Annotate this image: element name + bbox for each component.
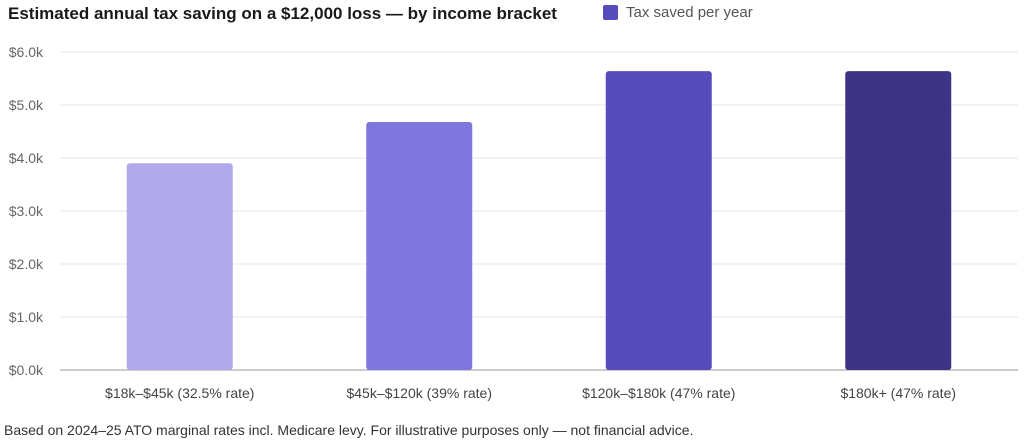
bar [126, 163, 233, 370]
x-tick-label: $120k–$180k (47% rate) [582, 385, 735, 401]
x-tick-label: $180k+ (47% rate) [840, 385, 956, 401]
chart-legend: Tax saved per year [603, 4, 753, 21]
bar [605, 71, 712, 370]
chart-title: Estimated annual tax saving on a $12,000… [8, 4, 557, 23]
y-tick-label: $3.0k [9, 203, 44, 219]
y-tick-label: $0.0k [9, 362, 44, 378]
y-tick-label: $4.0k [9, 150, 44, 166]
bar [845, 71, 952, 370]
x-tick-label: $18k–$45k (32.5% rate) [105, 385, 254, 401]
legend-swatch [603, 5, 618, 20]
y-tick-label: $5.0k [9, 97, 44, 113]
y-tick-label: $2.0k [9, 256, 44, 272]
chart-footnote: Based on 2024–25 ATO marginal rates incl… [4, 422, 694, 438]
y-tick-label: $6.0k [9, 44, 44, 60]
y-tick-label: $1.0k [9, 309, 44, 325]
legend-label: Tax saved per year [626, 4, 753, 21]
bar-chart: $0.0k $1.0k $2.0k $3.0k $4.0k $5.0k $6.0k $18k–… [9, 44, 1018, 401]
x-tick-label: $45k–$120k (39% rate) [346, 385, 492, 401]
bar [366, 121, 473, 371]
